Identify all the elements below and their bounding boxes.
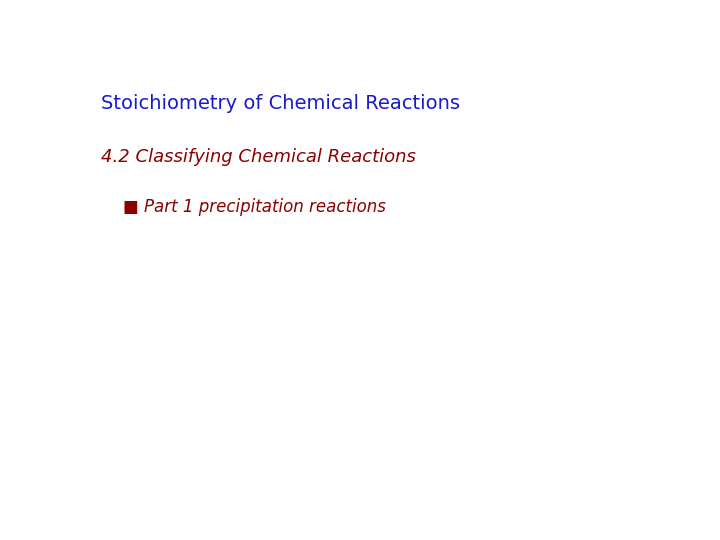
Text: Stoichiometry of Chemical Reactions: Stoichiometry of Chemical Reactions <box>101 94 460 113</box>
Text: ■ Part 1 precipitation reactions: ■ Part 1 precipitation reactions <box>124 198 387 216</box>
Text: 4.2 Classifying Chemical Reactions: 4.2 Classifying Chemical Reactions <box>101 148 416 166</box>
